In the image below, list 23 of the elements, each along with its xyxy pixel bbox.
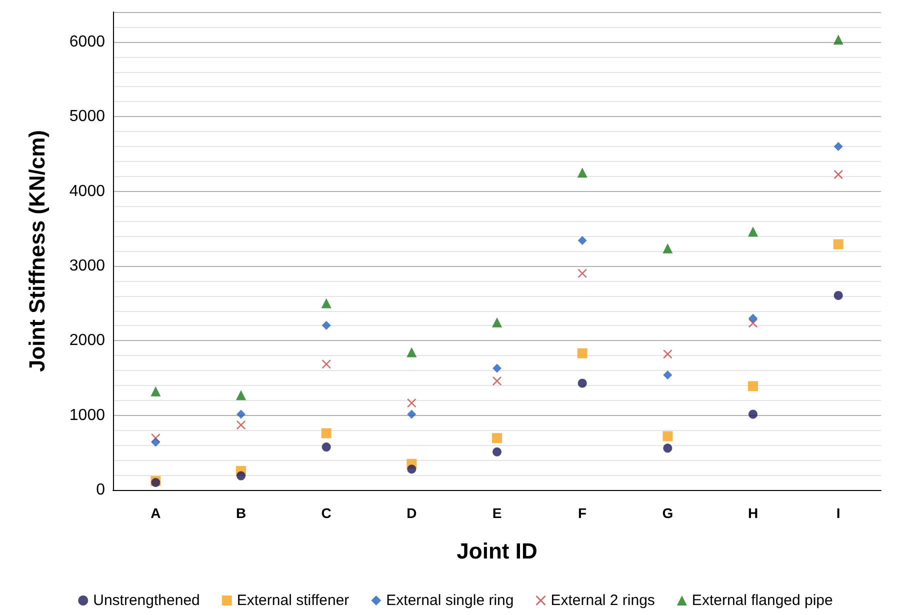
x-tick-label: E bbox=[492, 505, 502, 521]
y-tick-label: 4000 bbox=[69, 182, 106, 200]
x-tick-label: H bbox=[748, 505, 758, 521]
x-tick-label: C bbox=[321, 505, 332, 521]
y-tick-label: 1000 bbox=[69, 406, 106, 424]
y-axis-title: Joint Stiffness (KN/cm) bbox=[24, 130, 50, 372]
x-axis-title: Joint ID bbox=[456, 538, 538, 564]
x-tick-label: B bbox=[236, 505, 246, 521]
x-tick-label: A bbox=[150, 505, 161, 521]
y-tick-label: 0 bbox=[96, 482, 106, 498]
x-tick-label: F bbox=[578, 505, 588, 521]
y-tick-label: 3000 bbox=[69, 257, 106, 274]
legend-label: External flanged pipe bbox=[692, 592, 833, 609]
x-tick-label: I bbox=[836, 505, 840, 521]
x-tick-label: D bbox=[406, 505, 417, 521]
legend-label: External single ring bbox=[386, 592, 514, 609]
y-tick-label: 6000 bbox=[69, 33, 106, 50]
x-tick-label: G bbox=[662, 505, 674, 521]
legend-label: External stiffener bbox=[236, 592, 350, 609]
y-tick-label: 2000 bbox=[69, 332, 106, 350]
legend-label: Unstrengthened bbox=[93, 592, 200, 609]
y-tick-label: 5000 bbox=[69, 108, 106, 126]
legend-label: External 2 rings bbox=[550, 592, 655, 609]
